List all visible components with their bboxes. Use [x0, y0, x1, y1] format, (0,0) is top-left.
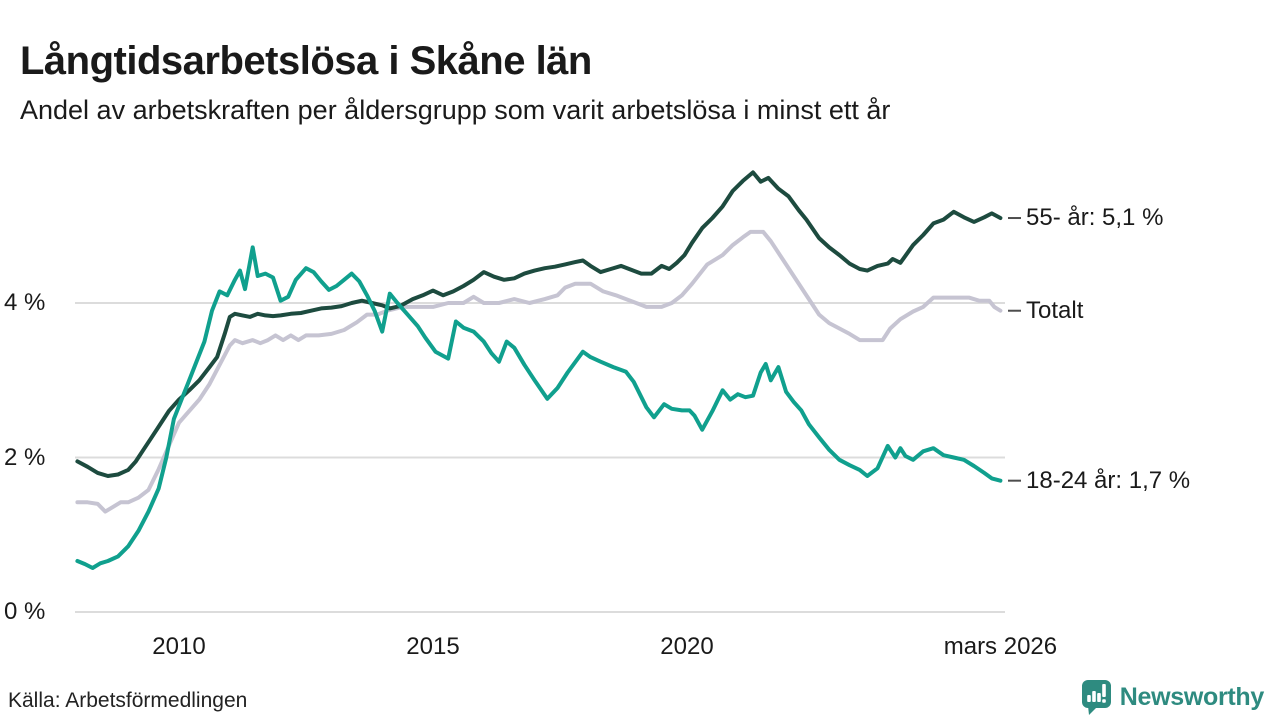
- series-end-label-Totalt: Totalt: [1026, 296, 1084, 324]
- page-title: Långtidsarbetslösa i Skåne län: [20, 38, 592, 83]
- y-tick-label-2: 2 %: [4, 443, 46, 471]
- x-tick-label-2010: 2010: [152, 633, 206, 660]
- series-end-label-18-24år: 18-24 år: 1,7 %: [1026, 466, 1191, 494]
- series-line-55-år: [75, 170, 1003, 478]
- x-tick-label-2020: 2020: [660, 633, 714, 660]
- chart-subtitle: Andel av arbetskraften per åldersgrupp s…: [20, 95, 891, 125]
- y-tick-label-0: 0 %: [4, 598, 46, 625]
- source-caption: Källa: Arbetsförmedlingen: [8, 689, 248, 712]
- series-line-Totalt: [75, 229, 1003, 514]
- x-tick-label-mars-2026: mars 2026: [943, 633, 1058, 660]
- newsworthy-wordmark: Newsworthy: [1119, 682, 1265, 711]
- x-tick-label-2015: 2015: [406, 633, 460, 660]
- series-line-18-24år: [75, 245, 1003, 570]
- y-tick-label-4: 4 %: [4, 289, 46, 316]
- newsworthy-logo: Newsworthy: [1081, 678, 1264, 716]
- series-end-label-55-år: 55- år: 5,1 %: [1026, 204, 1164, 232]
- newsworthy-bubble-chart-icon: [1081, 679, 1111, 715]
